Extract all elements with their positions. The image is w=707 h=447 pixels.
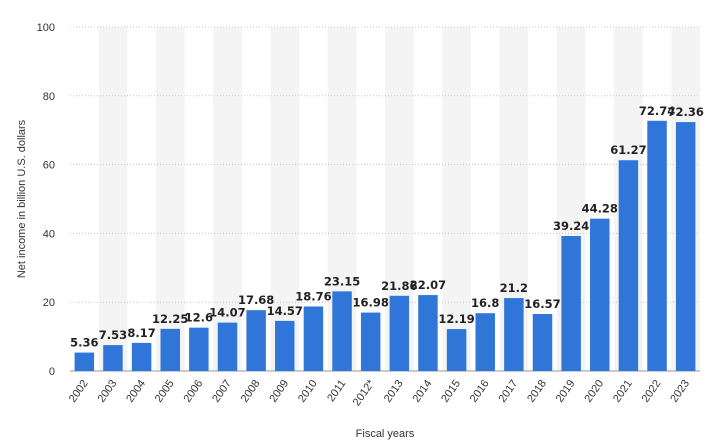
x-tick-label: 2011 [325,378,348,404]
x-tick-label: 2020 [582,378,606,405]
data-label: 12.6 [185,311,213,325]
y-tick-label: 100 [37,22,55,34]
column-band [213,27,242,371]
x-tick-label: 2018 [525,378,549,405]
data-label: 8.17 [127,326,155,340]
data-label: 21.2 [500,281,528,295]
bar [561,236,581,371]
data-label: 14.07 [209,306,245,320]
x-tick-label: 2014 [411,378,435,405]
x-tick-label: 2022 [640,378,664,405]
bar [475,313,495,371]
bar [189,327,209,371]
data-label: 39.24 [553,219,589,233]
data-label: 72.74 [639,104,675,118]
data-label: 5.36 [70,336,98,350]
x-tick-label: 2003 [96,378,120,405]
bar [303,306,324,371]
bar [103,345,123,371]
column-band [270,27,300,371]
bar [532,313,553,371]
x-tick-label: 2016 [468,378,492,405]
bar [504,298,524,371]
y-axis-title: Net income in billion U.S. dollars [16,119,28,278]
bar [675,122,696,371]
data-label: 12.19 [438,312,474,326]
x-tick-label: 2006 [181,378,205,405]
bar [446,329,467,371]
x-tick-label: 2021 [611,378,635,405]
y-tick-label: 0 [49,366,55,378]
data-label: 12.25 [152,312,188,326]
bar [389,295,410,371]
x-tick-label: 2002 [67,378,91,405]
bar [618,160,639,371]
data-label: 18.76 [295,289,331,303]
bar [590,218,610,371]
x-tick-label: 2023 [668,378,692,405]
data-label: 72.36 [667,105,703,119]
x-tick-label: 2015 [439,378,463,405]
bar [131,342,152,371]
bar [647,120,667,371]
x-tick-label: 2019 [554,378,578,405]
x-tick-label: 2007 [210,378,234,405]
x-axis-title: Fiscal years [356,428,415,440]
bar [217,322,238,371]
x-tick-label: 2012* [351,377,378,408]
y-tick-label: 80 [43,91,55,103]
bar [418,295,438,371]
column-band [98,27,128,371]
x-tick-label: 2013 [382,378,406,405]
bar [275,320,295,371]
y-tick-label: 60 [43,160,55,172]
column-band [155,27,185,371]
y-axis-ticks: 0 20 40 60 80 100 [37,22,55,378]
bar [332,291,352,371]
data-label: 21.86 [381,279,417,293]
x-tick-label: 2008 [239,378,263,405]
data-label: 22.07 [410,278,446,292]
bars [74,120,696,371]
x-tick-label: 2010 [296,378,320,405]
x-tick-label: 2004 [124,378,148,405]
x-tick-label: 2005 [153,378,177,405]
x-axis-ticks: 2002 2003 2004 2005 2006 2007 2008 2009 2010 2011… [67,377,692,408]
x-tick-label: 2009 [267,378,291,405]
bar [74,352,95,371]
x-tick-label: 2017 [496,378,520,405]
column-band [442,27,471,371]
data-label: 16.57 [524,297,560,311]
data-label: 44.28 [582,202,618,216]
data-label: 17.68 [238,293,274,307]
data-label: 23.15 [324,274,360,288]
data-label: 7.53 [99,328,127,342]
bar [246,310,266,371]
data-labels: 5.367.53 8.1712.2512.614.0717.6814.5718.7… [70,104,704,350]
y-tick-label: 40 [43,228,55,240]
data-label: 16.98 [352,296,388,310]
data-label: 14.57 [267,304,303,318]
bar [160,328,180,371]
y-tick-label: 20 [43,297,55,309]
data-label: 16.8 [471,296,499,310]
bar [360,312,381,371]
data-label: 61.27 [610,143,646,157]
